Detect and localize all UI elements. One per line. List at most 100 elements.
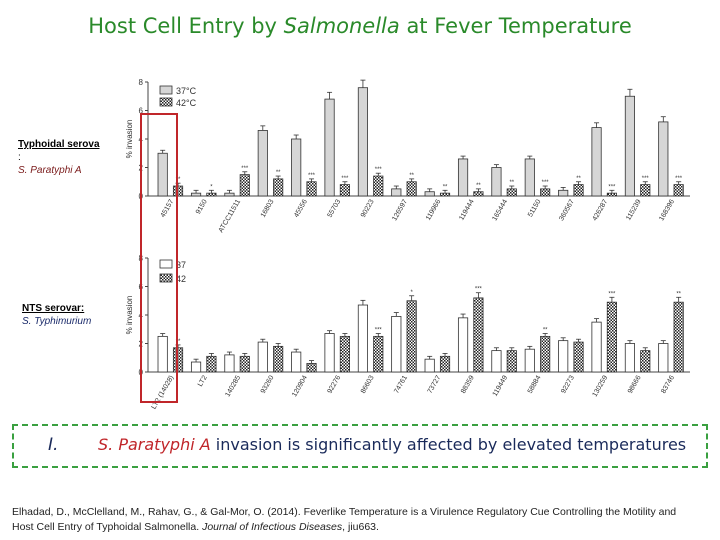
bottom-bar-37: [591, 321, 602, 373]
bottom-bar-42: [640, 350, 651, 373]
bottom-bar-42: [439, 355, 451, 373]
bottom-category-label: 88359: [460, 374, 476, 394]
bottom-category-label: 74761: [393, 374, 409, 394]
bottom-bar-37: [391, 316, 402, 373]
bottom-category-label: 92273: [560, 374, 576, 394]
bottom-significance-stars: ***: [608, 291, 616, 297]
bottom-bar-37: [624, 343, 636, 373]
top-bar-42: [540, 188, 551, 197]
top-bar-42: [273, 178, 284, 197]
bottom-category-label: 130259: [592, 374, 610, 398]
bottom-bar-42: [306, 363, 317, 373]
top-category-label: 9150: [195, 198, 209, 215]
citation: Elhadad, D., McClelland, M., Rahav, G., …: [12, 505, 712, 535]
bottom-bar-37: [357, 304, 369, 373]
bottom-category-label: LT2: [197, 374, 209, 388]
top-bar-37: [357, 87, 369, 197]
top-category-label: 168396: [658, 198, 676, 222]
top-bar-42: [306, 181, 317, 197]
top-significance-stars: **: [576, 176, 581, 182]
citation-line-1: Elhadad, D., McClelland, M., Rahav, G., …: [12, 506, 677, 518]
top-category-label: 426287: [592, 198, 610, 222]
top-significance-stars: ***: [375, 167, 383, 173]
top-significance-stars: **: [443, 184, 448, 190]
top-category-label: 360567: [558, 198, 576, 222]
bottom-bar-42: [573, 341, 584, 373]
top-bar-37: [591, 127, 602, 197]
highlight-box: [140, 113, 178, 403]
bottom-bar-42: [506, 350, 517, 373]
top-bar-37: [391, 188, 402, 197]
top-bar-42: [239, 174, 250, 197]
top-significance-stars: *: [210, 184, 213, 190]
top-significance-stars: ***: [642, 176, 650, 182]
top-panel-heading: Typhoidal serova: [18, 139, 100, 150]
bottom-bar-37: [424, 358, 435, 373]
bottom-bar-37: [457, 317, 469, 373]
bottom-category-label: 120904: [291, 374, 309, 398]
top-significance-stars: **: [176, 177, 181, 183]
top-significance-stars: ***: [542, 180, 550, 186]
top-bar-42: [473, 191, 484, 197]
top-legend-swatch: [159, 97, 173, 107]
top-bar-37: [424, 191, 435, 197]
bottom-category-label: 98666: [627, 374, 643, 394]
bottom-category-label: 83746: [660, 374, 676, 394]
bottom-significance-stars: **: [676, 291, 681, 297]
bottom-bar-42: [540, 335, 551, 373]
bottom-category-label: 73727: [427, 374, 443, 394]
bottom-bar-42: [339, 335, 350, 373]
bottom-bar-42: [406, 300, 417, 373]
top-bar-37: [324, 98, 335, 197]
top-panel-colon: :: [18, 152, 21, 163]
conclusion-box: I. S. Paratyphi A invasion is significan…: [12, 424, 708, 468]
top-bar-42: [439, 192, 451, 197]
top-category-label: 126597: [391, 198, 409, 222]
bottom-panel-heading: NTS serovar:: [22, 303, 85, 314]
top-category-label: 119966: [425, 198, 443, 221]
top-bar-42: [339, 184, 350, 197]
bottom-bar-37: [524, 348, 535, 373]
bottom-legend-swatch: [159, 259, 173, 269]
top-significance-stars: **: [276, 170, 281, 176]
bottom-panel-label: NTS serovar: S. Typhimurium: [22, 302, 91, 328]
bottom-legend-swatch: [159, 273, 173, 283]
top-significance-stars: ***: [675, 176, 683, 182]
top-panel-species: S. Paratyphi A: [18, 165, 82, 176]
bottom-significance-stars: ***: [475, 287, 483, 293]
top-bar-42: [406, 181, 417, 197]
bottom-significance-stars: *: [410, 290, 413, 296]
top-category-label: 51150: [527, 198, 543, 218]
bottom-bar-37: [658, 343, 669, 373]
bottom-bar-42: [673, 301, 684, 373]
top-bar-37: [558, 189, 569, 197]
top-category-label: ATCC11511: [218, 198, 243, 234]
top-legend-label: 37°C: [176, 86, 197, 96]
top-category-label: 16803: [260, 198, 276, 218]
top-significance-stars: ***: [608, 184, 616, 190]
conclusion-species: S. Paratyphi A: [98, 435, 211, 454]
top-category-label: 115239: [625, 198, 643, 221]
conclusion-body: invasion is significantly affected by el…: [210, 435, 687, 454]
conclusion-numeral: I.: [48, 435, 59, 455]
top-significance-stars: ***: [308, 173, 316, 179]
bottom-y-axis-label: % invasion: [125, 296, 134, 335]
top-category-label: 119444: [458, 198, 476, 221]
top-bar-42: [606, 192, 617, 197]
top-bar-37: [291, 138, 302, 197]
top-bar-37: [224, 192, 235, 197]
top-significance-stars: **: [409, 173, 414, 179]
bottom-category-label: 86603: [360, 374, 376, 394]
top-category-label: 90223: [360, 198, 376, 218]
bottom-bar-37: [291, 351, 302, 373]
page-title: Host Cell Entry by Salmonella at Fever T…: [88, 14, 632, 38]
top-bar-37: [524, 158, 535, 197]
top-significance-stars: ***: [341, 176, 349, 182]
top-y-tick-label: 6: [139, 107, 144, 116]
bottom-category-label: 92276: [326, 374, 342, 394]
bottom-bar-37: [257, 341, 268, 373]
bottom-legend-label: 37: [176, 260, 186, 270]
top-bar-42: [673, 184, 684, 197]
bottom-significance-stars: **: [176, 339, 181, 345]
